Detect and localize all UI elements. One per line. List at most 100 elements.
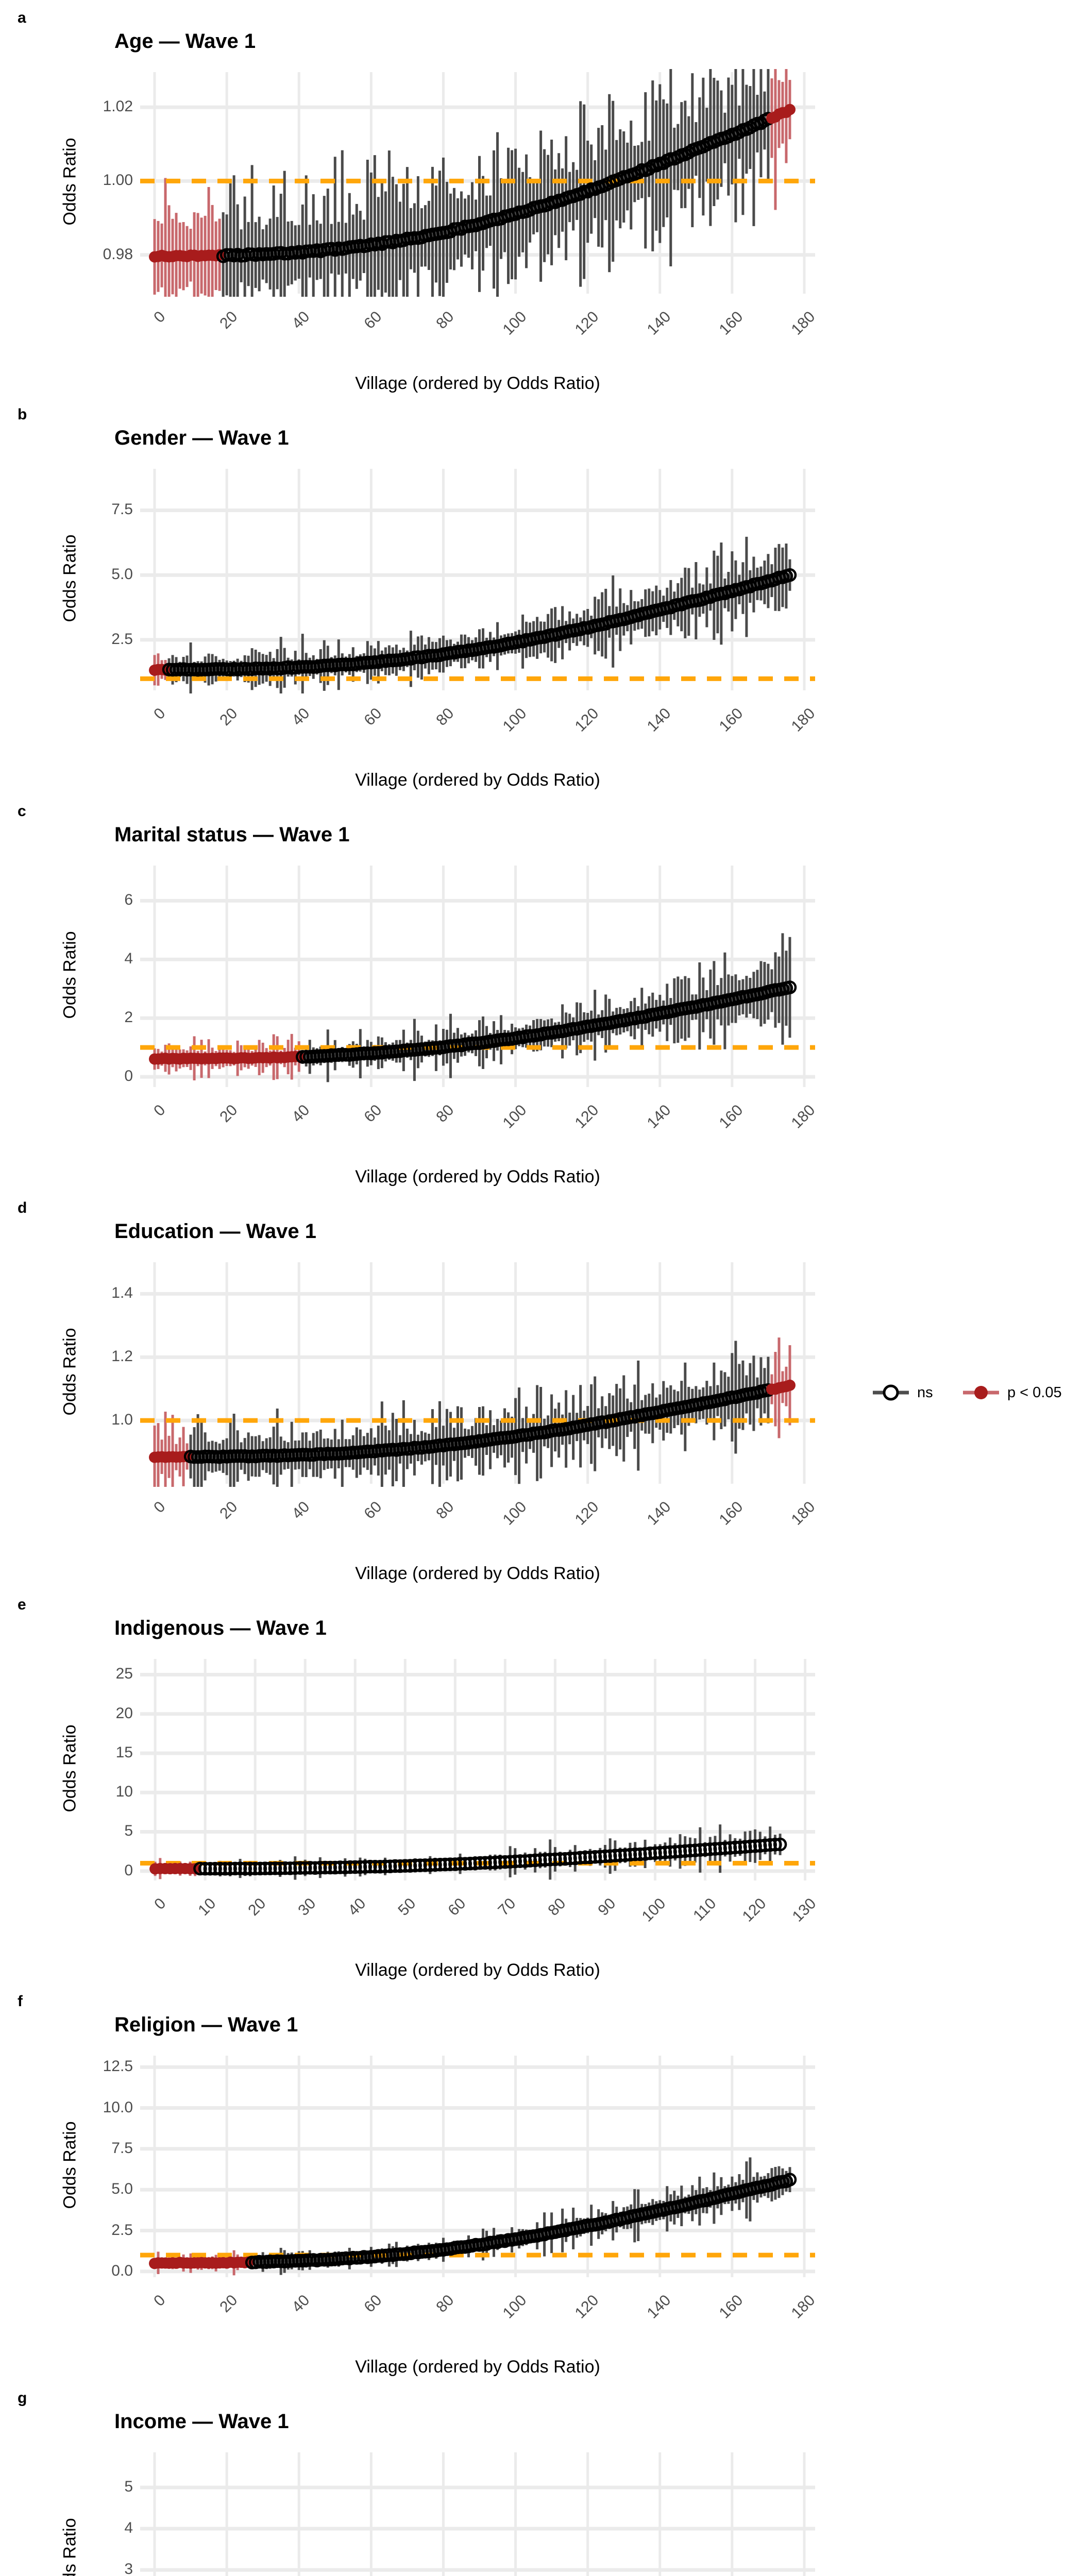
point-ns bbox=[338, 1860, 352, 1874]
point-ns bbox=[578, 1851, 592, 1865]
point-ns bbox=[653, 1845, 667, 1860]
point-ns bbox=[593, 1850, 607, 1864]
point-ns bbox=[193, 1861, 207, 1876]
point-ns bbox=[708, 1842, 722, 1856]
point-ns bbox=[508, 1854, 522, 1869]
point-ns bbox=[458, 1857, 472, 1871]
y-tick-label: 2.5 bbox=[111, 630, 133, 648]
point-ns bbox=[513, 1854, 527, 1868]
point-ns bbox=[343, 1860, 357, 1874]
point-ns bbox=[323, 1860, 337, 1875]
point-ns bbox=[683, 1843, 697, 1858]
point-ns bbox=[768, 1838, 782, 1852]
point-ns bbox=[658, 1845, 672, 1859]
point-ns bbox=[573, 1851, 587, 1865]
point-ns bbox=[728, 1840, 742, 1855]
point-ns bbox=[218, 1861, 232, 1876]
y-tick-label: 12.5 bbox=[103, 2058, 133, 2075]
point-ns bbox=[503, 1855, 517, 1869]
y-tick-label: 1.0 bbox=[111, 1411, 133, 1429]
point-ns bbox=[483, 1856, 497, 1870]
plot-area-g bbox=[140, 2452, 815, 2576]
point-ns bbox=[478, 1856, 492, 1870]
point-ns bbox=[743, 1839, 757, 1854]
point-ns bbox=[448, 1857, 462, 1871]
point-ns bbox=[318, 1860, 332, 1875]
point-ns bbox=[763, 1838, 777, 1852]
point-ns bbox=[748, 1839, 762, 1853]
point-ns bbox=[283, 1861, 297, 1875]
x-axis-label: Village (ordered by Odds Ratio) bbox=[355, 1564, 600, 1583]
y-tick-label: 5 bbox=[124, 2478, 133, 2496]
x-axis-label: Village (ordered by Odds Ratio) bbox=[355, 770, 600, 790]
point-ns bbox=[698, 1842, 712, 1857]
point-ns bbox=[398, 1859, 412, 1873]
panel-letter-b: b bbox=[18, 406, 27, 423]
y-tick-label: 20 bbox=[115, 1704, 133, 1722]
legend-item-sig[interactable]: p < 0.05 bbox=[961, 1381, 1062, 1404]
point-ns bbox=[403, 1859, 417, 1873]
point-ns bbox=[643, 1846, 657, 1860]
point-ns bbox=[353, 1860, 367, 1874]
point-ns bbox=[208, 1861, 222, 1876]
point-ns bbox=[703, 1842, 717, 1856]
point-ns bbox=[488, 1855, 502, 1870]
point-ns bbox=[248, 1861, 262, 1876]
point-ns bbox=[428, 1858, 442, 1872]
filled-circle-icon bbox=[963, 1386, 999, 1399]
point-ns bbox=[473, 1856, 487, 1870]
point-ns bbox=[413, 1858, 427, 1872]
point-ns bbox=[783, 2173, 797, 2187]
panel-title-b: Gender — Wave 1 bbox=[114, 427, 289, 449]
point-ns bbox=[493, 1855, 507, 1869]
panel-c: c Marital status — Wave 1 Odds Ratio Villag… bbox=[0, 804, 855, 1195]
panel-title-a: Age — Wave 1 bbox=[114, 30, 256, 53]
point-ns bbox=[358, 1860, 372, 1874]
y-tick-label: 1.00 bbox=[103, 172, 133, 189]
legend-label-ns: ns bbox=[917, 1384, 933, 1401]
y-tick-label: 2 bbox=[124, 1009, 133, 1026]
panel-title-f: Religion — Wave 1 bbox=[114, 2013, 298, 2036]
point-ns bbox=[663, 1845, 677, 1859]
plot-area-f bbox=[140, 2056, 815, 2277]
point-ns bbox=[783, 980, 797, 994]
point-ns bbox=[263, 1861, 277, 1875]
y-tick-label: 2.5 bbox=[111, 2221, 133, 2239]
point-ns bbox=[713, 1841, 727, 1856]
x-axis-label: Village (ordered by Odds Ratio) bbox=[355, 1167, 600, 1187]
point-ns bbox=[333, 1860, 347, 1874]
legend-item-ns[interactable]: ns bbox=[871, 1381, 933, 1404]
point-ns bbox=[328, 1860, 342, 1875]
point-ns bbox=[523, 1854, 537, 1868]
point-ns bbox=[553, 1852, 567, 1866]
point-ns bbox=[253, 1861, 267, 1876]
point-ns bbox=[243, 1861, 257, 1876]
point-ns bbox=[468, 1856, 482, 1870]
point-ns bbox=[373, 1859, 387, 1874]
point-ns bbox=[388, 1859, 402, 1873]
point-ns bbox=[642, 162, 656, 176]
point-ns bbox=[738, 1840, 752, 1854]
point-ns bbox=[723, 1841, 737, 1855]
panel-f: f Religion — Wave 1 Odds Ratio Village (ord… bbox=[0, 1994, 855, 2385]
point-significant bbox=[784, 104, 796, 115]
y-tick-label: 5.0 bbox=[111, 2180, 133, 2198]
y-tick-label: 10.0 bbox=[103, 2098, 133, 2116]
y-tick-label: 25 bbox=[115, 1665, 133, 1683]
point-ns bbox=[268, 1861, 282, 1875]
y-tick-label: 15 bbox=[115, 1743, 133, 1761]
x-axis-label: Village (ordered by Odds Ratio) bbox=[355, 374, 600, 393]
panel-a: a Age — Wave 1 Odds Ratio Village (ordered … bbox=[0, 10, 855, 402]
point-ns bbox=[563, 1851, 577, 1866]
point-ns bbox=[668, 1845, 682, 1859]
y-tick-label: 5.0 bbox=[111, 566, 133, 583]
panel-title-c: Marital status — Wave 1 bbox=[114, 823, 350, 846]
plot-area-a bbox=[140, 69, 815, 297]
plot-area-d bbox=[140, 1262, 815, 1487]
point-ns bbox=[238, 1861, 252, 1876]
panel-d: d Education — Wave 1 Odds Ratio Village (or… bbox=[0, 1200, 855, 1592]
point-ns bbox=[588, 1850, 602, 1864]
point-ns bbox=[418, 1858, 432, 1872]
point-ns bbox=[568, 1851, 582, 1866]
point-ns bbox=[223, 1861, 237, 1876]
